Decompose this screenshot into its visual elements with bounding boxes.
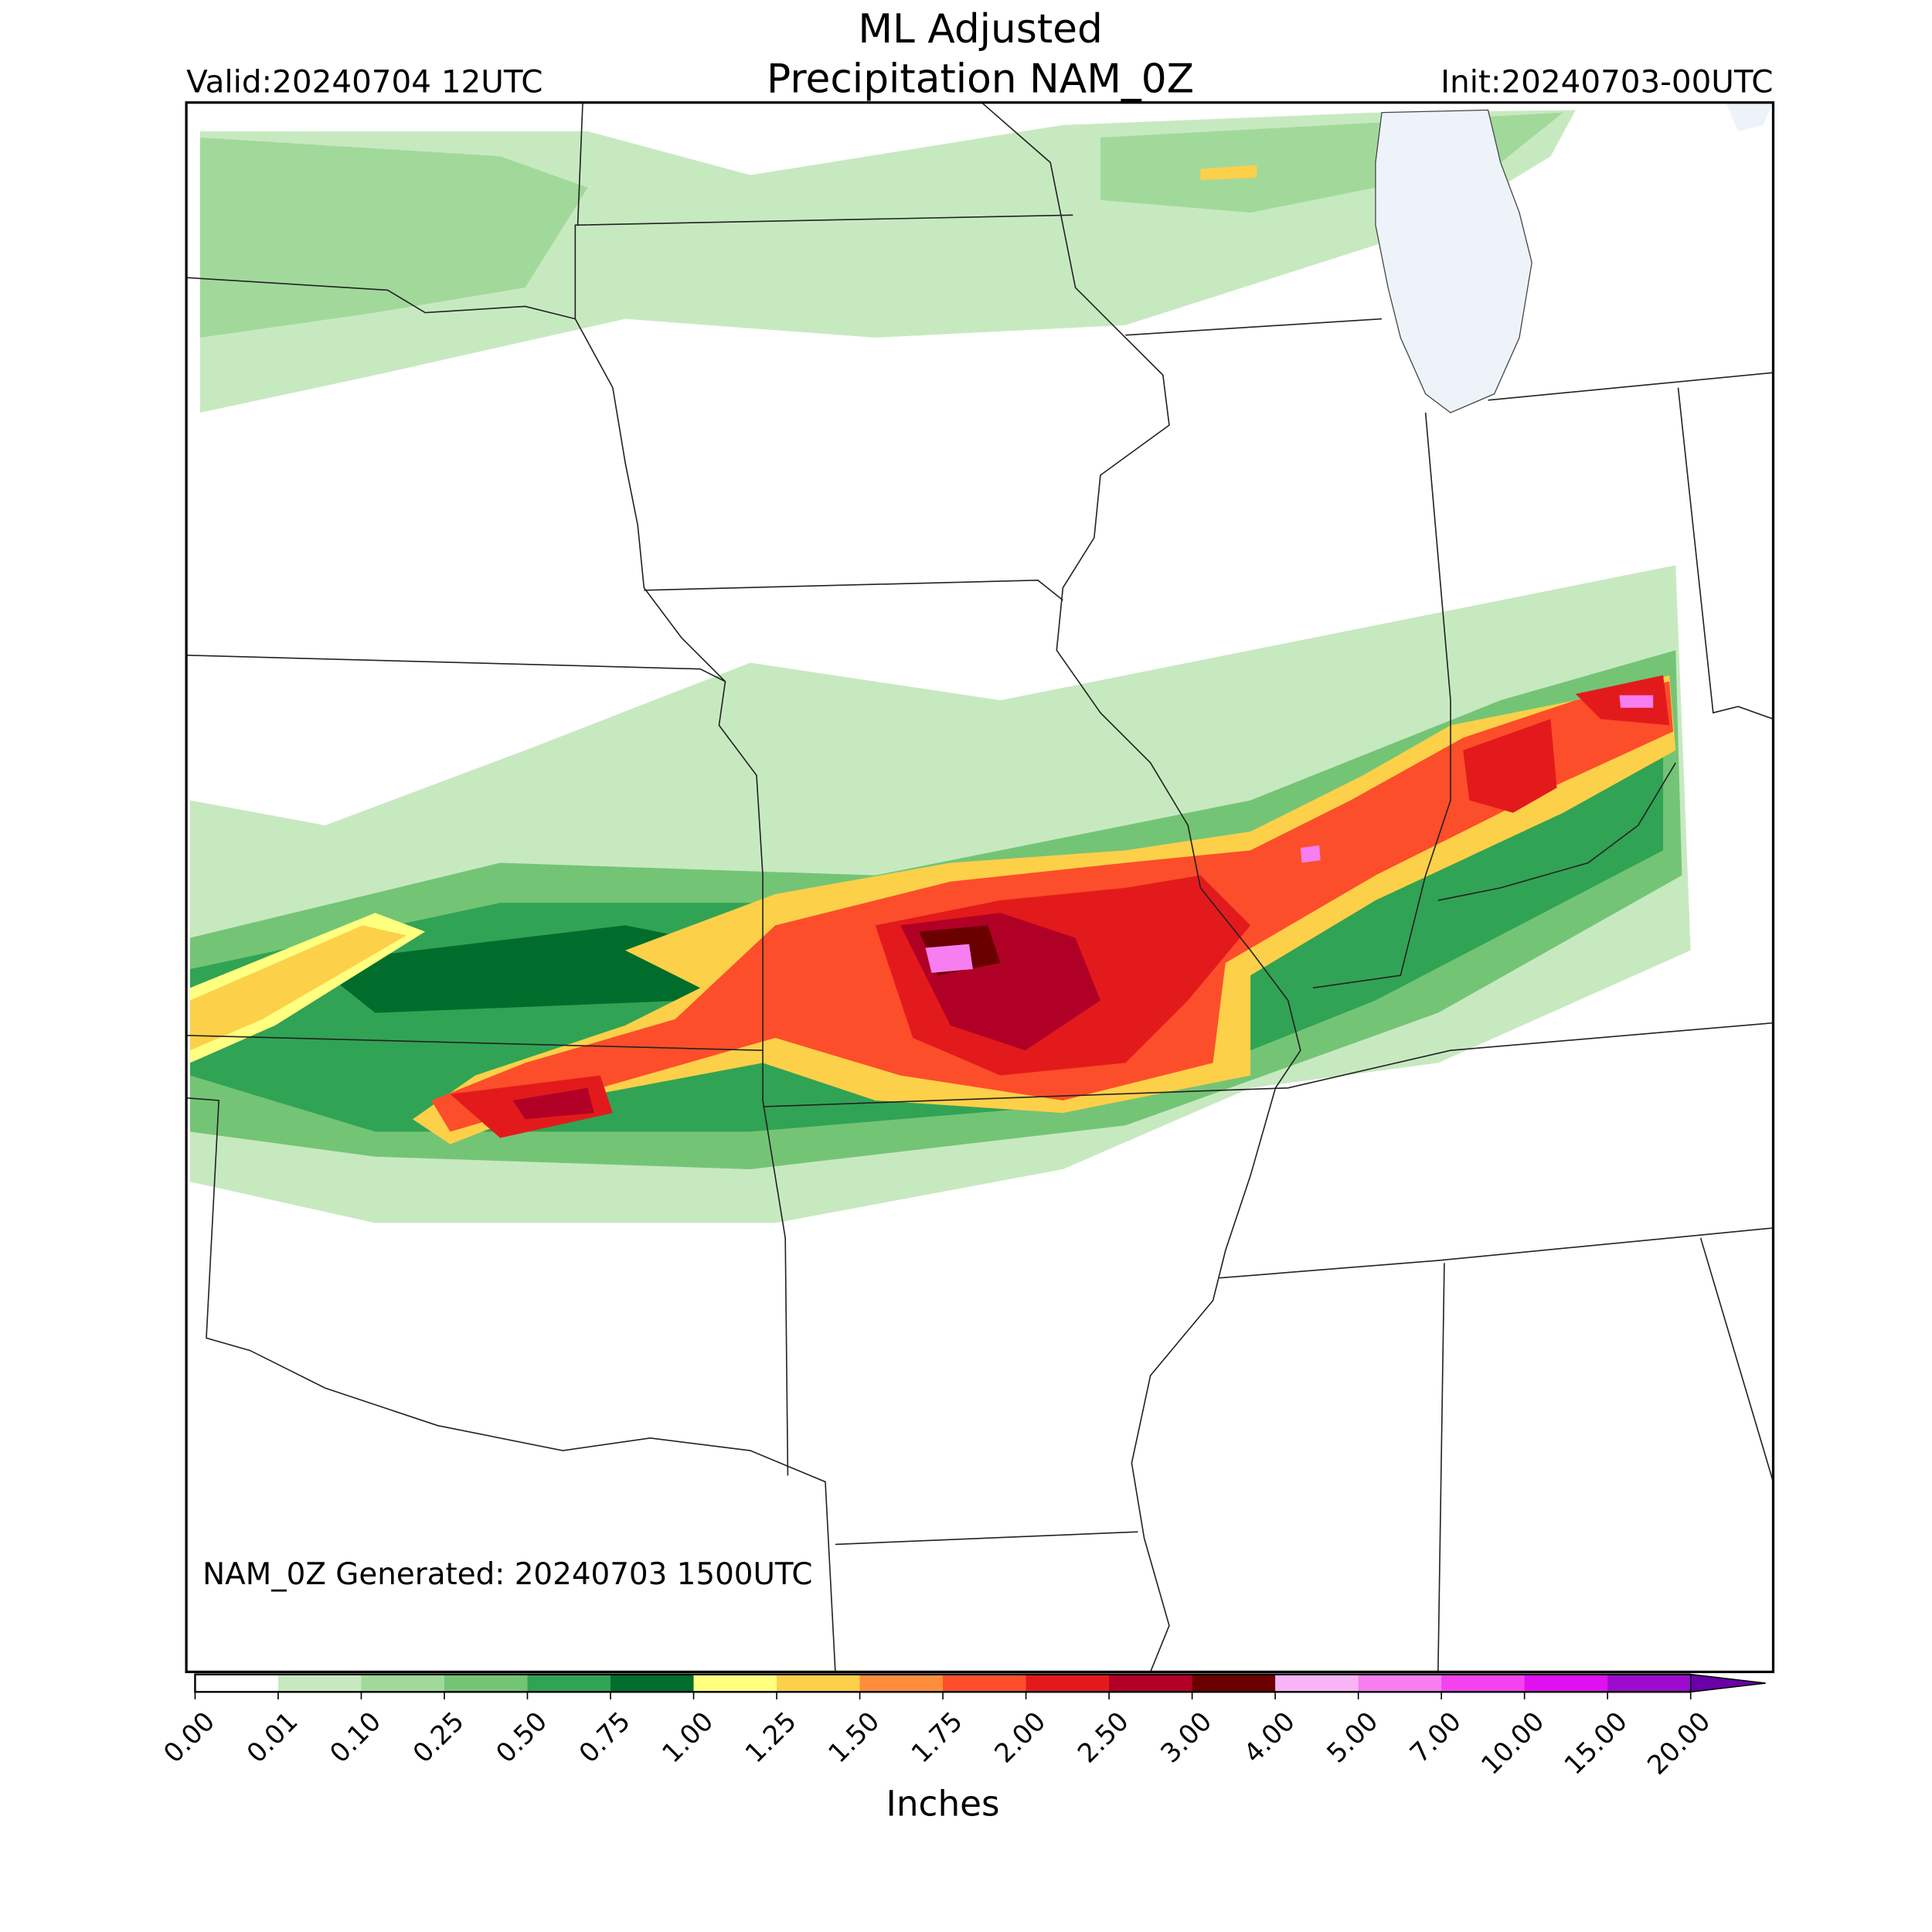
colorbar-bin — [1607, 1674, 1692, 1692]
state-borders — [186, 102, 1774, 1672]
colorbar-bin — [611, 1674, 695, 1692]
colorbar-bin — [1358, 1674, 1442, 1692]
colorbar-tick-label: 10.00 — [1475, 1706, 1550, 1781]
colorbar-bin — [361, 1674, 445, 1692]
map: NAM_0Z Generated: 20240703 1500UTC — [185, 101, 1775, 1674]
colorbar-bin — [277, 1674, 362, 1692]
colorbar-tick-label: 3.00 — [1155, 1706, 1218, 1770]
colorbar-tick-label: 0.10 — [324, 1706, 387, 1770]
colorbar-bin — [527, 1674, 611, 1692]
colorbar-tick-label: 0.01 — [241, 1706, 304, 1770]
title-line: Precipitation NAM_0Z — [767, 56, 1194, 103]
colorbar-tick-label: 5.00 — [1321, 1706, 1384, 1770]
colorbar-extend — [1689, 1673, 1766, 1693]
colorbar-tick-label: 0.25 — [407, 1706, 471, 1770]
colorbar-bin — [1275, 1674, 1359, 1692]
colorbar-tick-label: 7.00 — [1404, 1706, 1468, 1770]
colorbar: 0.00 0.01 0.10 0.25 0.50 0.75 1.00 1.25 1.50 1.75… — [158, 1673, 1766, 1781]
colorbar-tick-label: 20.00 — [1641, 1706, 1716, 1781]
colorbar-tick-label: 0.00 — [158, 1706, 221, 1770]
colorbar-tick-label: 2.00 — [988, 1706, 1052, 1770]
init-time: Init:20240703-00UTC — [1440, 63, 1773, 100]
colorbar-bin — [1026, 1674, 1110, 1692]
colorbar-tick-label: 4.00 — [1238, 1706, 1301, 1770]
valid-time: Valid:20240704 12UTC — [186, 63, 543, 100]
colorbar-bin — [1109, 1674, 1193, 1692]
colorbar-tick-label: 0.50 — [490, 1706, 553, 1770]
lake — [1375, 109, 1532, 413]
colorbar-bin — [859, 1674, 944, 1692]
map-frame — [185, 101, 1775, 1674]
colorbar-bin — [195, 1674, 279, 1692]
colorbar-bin — [1524, 1674, 1608, 1692]
colorbar-tick-label: 0.75 — [573, 1706, 637, 1770]
colorbar-bin — [777, 1674, 861, 1692]
colorbar-bin — [1441, 1674, 1526, 1692]
colorbar-bin — [943, 1674, 1027, 1692]
colorbar-bin — [1192, 1674, 1276, 1692]
title-line: ML Adjusted — [858, 6, 1102, 53]
colorbar-tick-label: 1.75 — [906, 1706, 969, 1770]
colorbar-tick-label: 2.50 — [1072, 1706, 1135, 1770]
colorbar-tick-label: 1.50 — [822, 1706, 886, 1770]
colorbar-label: Inches — [886, 1784, 999, 1825]
colorbar-tick-label: 1.25 — [740, 1706, 803, 1770]
colorbar-tick-label: 15.00 — [1559, 1706, 1634, 1781]
colorbar-bin — [444, 1674, 528, 1692]
colorbar-tick-label: 1.00 — [656, 1706, 719, 1770]
colorbar-bin — [693, 1674, 777, 1692]
generated-note: NAM_0Z Generated: 20240703 1500UTC — [202, 1557, 812, 1592]
